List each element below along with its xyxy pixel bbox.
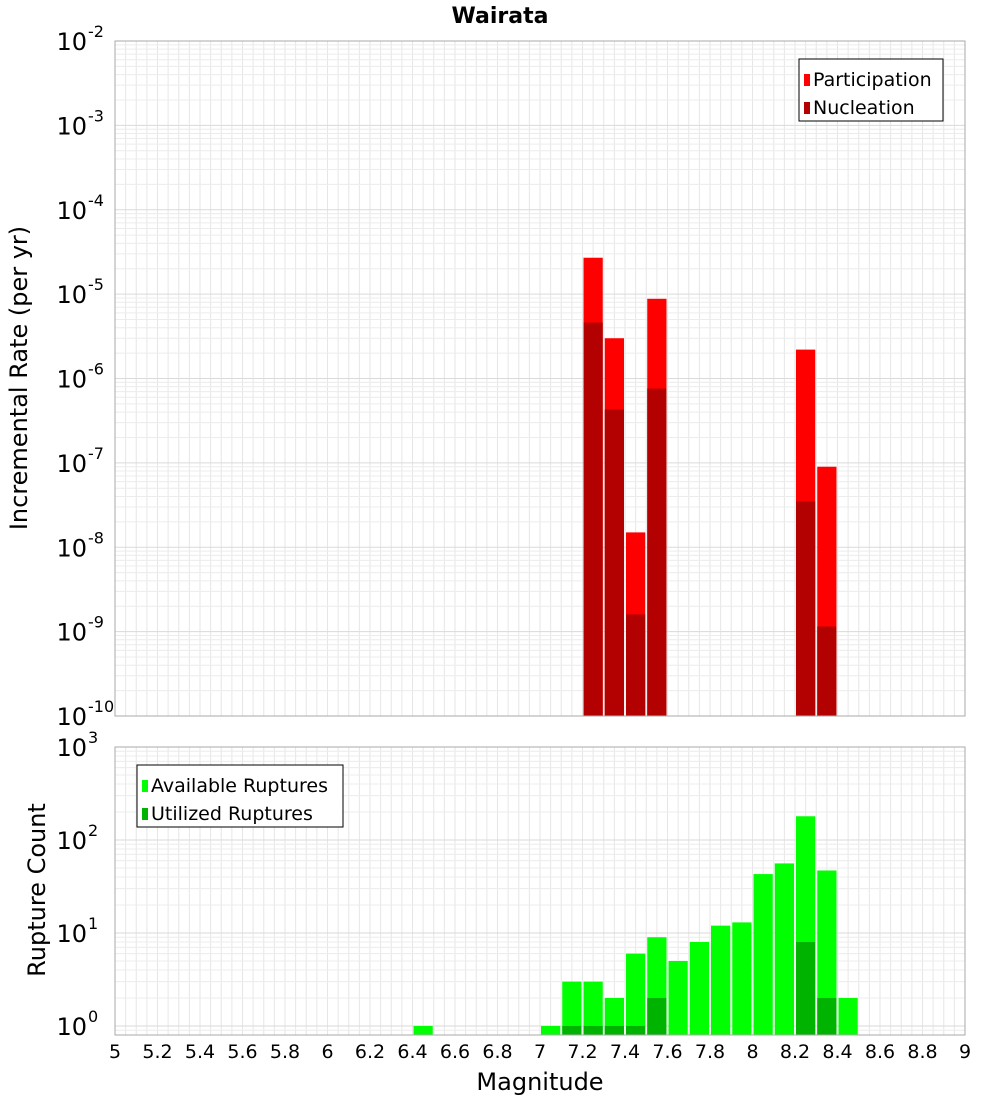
top-y-axis-label: Incremental Rate (per yr) <box>5 226 33 530</box>
available-ruptures-bar <box>732 922 752 1035</box>
bottom-y-axis-label: Rupture Count <box>23 803 51 977</box>
y-tick-exponent: -9 <box>88 613 104 632</box>
available-ruptures-bar <box>838 997 858 1035</box>
legend-box <box>136 764 344 828</box>
plot-border <box>114 40 966 717</box>
x-tick-label: 5.2 <box>142 1041 172 1063</box>
x-tick-label: 5.6 <box>227 1041 257 1063</box>
y-tick-label: 10 <box>56 827 87 855</box>
y-tick-exponent: 1 <box>88 914 98 933</box>
x-tick-label: 7 <box>534 1041 546 1063</box>
y-tick-exponent: -6 <box>88 360 104 379</box>
x-tick-label: 5.8 <box>270 1041 300 1063</box>
y-tick-label: 10 <box>56 450 87 478</box>
legend-box <box>798 58 944 122</box>
utilized-ruptures-bar <box>562 1025 582 1035</box>
x-tick-label: 5.4 <box>185 1041 215 1063</box>
y-tick-label: 10 <box>56 619 87 647</box>
nucleation-bar <box>817 626 837 716</box>
nucleation-bar <box>647 388 667 716</box>
y-tick-label: 10 <box>56 734 87 762</box>
x-tick-label: 8.6 <box>865 1041 895 1063</box>
available-ruptures-bar <box>583 981 603 1035</box>
y-tick-exponent: -8 <box>88 528 104 547</box>
y-tick-label: 10 <box>56 1013 87 1041</box>
y-tick-exponent: 0 <box>88 1007 98 1026</box>
x-tick-label: 6.6 <box>440 1041 470 1063</box>
y-tick-label: 10 <box>56 197 87 225</box>
y-tick-label: 10 <box>56 28 87 56</box>
utilized-ruptures-bar <box>796 942 816 1035</box>
legend-label: Nucleation <box>813 97 915 119</box>
available-ruptures-bar <box>626 953 646 1035</box>
nucleation-bar <box>796 501 816 716</box>
x-tick-label: 7.4 <box>610 1041 640 1063</box>
x-tick-label: 8.4 <box>822 1041 852 1063</box>
available-ruptures-bar <box>668 960 688 1035</box>
utilized-ruptures-bar <box>817 997 837 1035</box>
legend-label: Participation <box>813 69 932 91</box>
utilized-ruptures-bar <box>626 1025 646 1035</box>
x-tick-label: 6.4 <box>397 1041 427 1063</box>
x-tick-label: 7.2 <box>567 1041 597 1063</box>
available-ruptures-bar <box>562 981 582 1035</box>
legend: Participation Nucleation <box>798 58 944 122</box>
x-tick-label: 6.8 <box>482 1041 512 1063</box>
available-ruptures-bar <box>604 997 624 1035</box>
x-tick-label: 9 <box>959 1041 971 1063</box>
y-tick-exponent: 2 <box>88 821 98 840</box>
utilized-ruptures-bar <box>647 997 667 1035</box>
y-tick-exponent: -3 <box>88 106 104 125</box>
plot-border <box>114 746 966 1036</box>
x-tick-label: 6.2 <box>355 1041 385 1063</box>
available-ruptures-bar <box>774 863 794 1035</box>
legend-swatch <box>142 808 148 820</box>
x-tick-label: 7.8 <box>695 1041 725 1063</box>
y-tick-exponent: -4 <box>88 191 104 210</box>
y-tick-exponent: -2 <box>88 22 104 41</box>
y-tick-label: 10 <box>56 534 87 562</box>
nucleation-bar <box>626 614 646 716</box>
available-ruptures-bar <box>817 870 837 1035</box>
chart-title: Wairata <box>452 4 549 29</box>
x-tick-label: 8 <box>746 1041 758 1063</box>
y-tick-exponent: -5 <box>88 275 104 294</box>
y-tick-exponent: -10 <box>88 697 114 716</box>
available-ruptures-bar <box>689 942 709 1035</box>
x-tick-label: 5 <box>109 1041 121 1063</box>
legend-swatch <box>804 74 810 86</box>
available-ruptures-bar <box>711 925 731 1035</box>
y-tick-label: 10 <box>56 703 87 731</box>
y-tick-exponent: -7 <box>88 444 104 463</box>
nucleation-bar <box>583 322 603 716</box>
bottom-plot-area: 10 010 110 210 35 5.2 5.4 5.6 5.8 6 6.2 6.4 6.6 6.8 7 7… <box>56 728 971 1063</box>
legend-swatch <box>804 102 810 114</box>
y-tick-label: 10 <box>56 112 87 140</box>
x-tick-label: 8.2 <box>780 1041 810 1063</box>
available-ruptures-bar <box>753 874 773 1035</box>
y-tick-exponent: 3 <box>88 728 98 747</box>
x-axis-label: Magnitude <box>476 1068 603 1096</box>
legend-swatch <box>142 780 148 792</box>
y-tick-label: 10 <box>56 281 87 309</box>
y-tick-label: 10 <box>56 366 87 394</box>
legend: Available Ruptures Utilized Ruptures <box>136 764 344 828</box>
x-tick-label: 7.6 <box>652 1041 682 1063</box>
nucleation-bar <box>604 409 624 716</box>
available-ruptures-bar <box>413 1025 433 1035</box>
legend-label: Available Ruptures <box>151 775 328 797</box>
legend-label: Utilized Ruptures <box>151 803 313 825</box>
utilized-ruptures-bar <box>604 1025 624 1035</box>
utilized-ruptures-bar <box>583 1025 603 1035</box>
x-tick-label: 6 <box>321 1041 333 1063</box>
y-tick-label: 10 <box>56 920 87 948</box>
available-ruptures-bar <box>541 1025 561 1035</box>
x-tick-label: 8.8 <box>907 1041 937 1063</box>
